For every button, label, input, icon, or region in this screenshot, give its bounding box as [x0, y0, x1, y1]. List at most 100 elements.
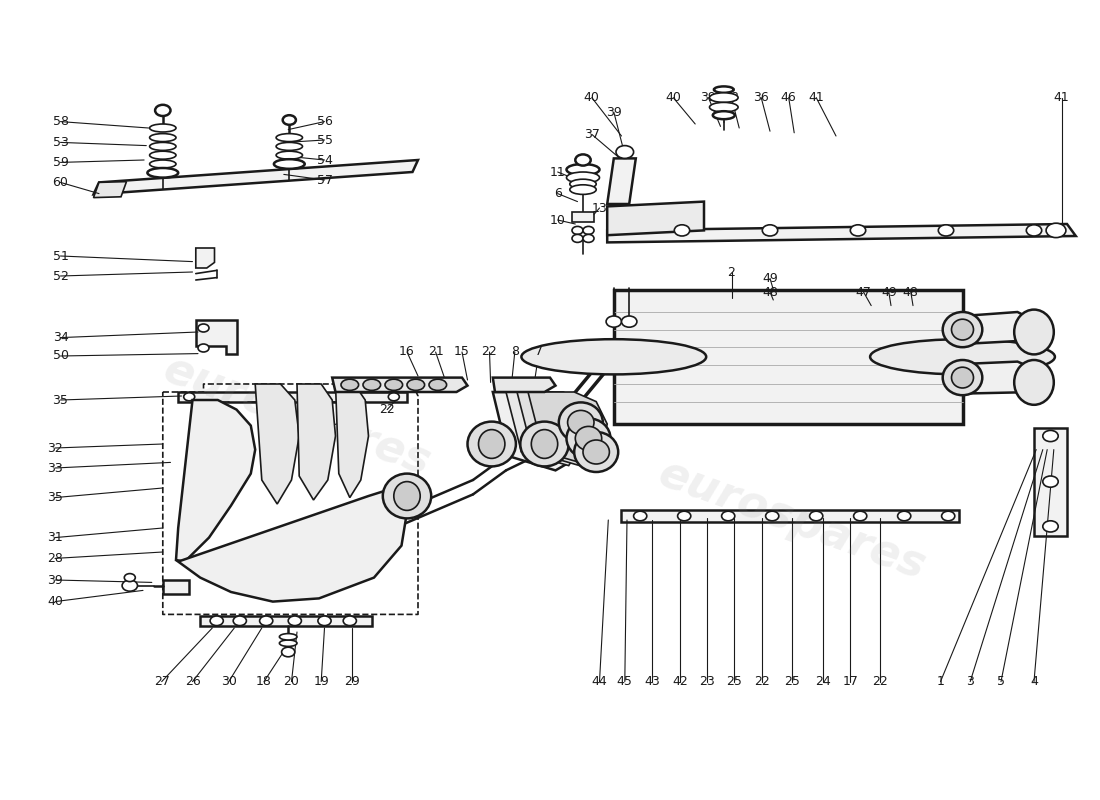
- Circle shape: [572, 226, 583, 234]
- Text: 43: 43: [645, 675, 660, 688]
- Polygon shape: [614, 290, 962, 424]
- Text: 32: 32: [47, 442, 63, 454]
- Text: 31: 31: [47, 531, 63, 544]
- Text: 47: 47: [856, 286, 871, 298]
- Text: 58: 58: [53, 115, 68, 128]
- Text: 39: 39: [701, 91, 716, 104]
- Polygon shape: [506, 392, 585, 466]
- Text: 38: 38: [724, 91, 739, 104]
- Circle shape: [1043, 476, 1058, 487]
- Ellipse shape: [150, 142, 176, 150]
- Ellipse shape: [394, 482, 420, 510]
- Text: 29: 29: [344, 675, 360, 688]
- Text: 25: 25: [726, 675, 741, 688]
- Polygon shape: [176, 400, 255, 562]
- Text: 39: 39: [606, 106, 621, 118]
- Circle shape: [318, 616, 331, 626]
- Ellipse shape: [566, 418, 610, 458]
- Text: 49: 49: [881, 286, 896, 298]
- Text: 7: 7: [535, 346, 543, 358]
- Ellipse shape: [276, 134, 303, 142]
- Circle shape: [260, 616, 273, 626]
- Text: 23: 23: [700, 675, 715, 688]
- Ellipse shape: [1014, 360, 1054, 405]
- Polygon shape: [200, 616, 372, 626]
- Text: 35: 35: [47, 491, 63, 504]
- Circle shape: [122, 580, 138, 591]
- Polygon shape: [493, 378, 556, 392]
- Ellipse shape: [407, 379, 425, 390]
- Text: 41: 41: [808, 91, 824, 104]
- Circle shape: [621, 316, 637, 327]
- Polygon shape: [178, 392, 407, 402]
- Text: 55: 55: [317, 134, 332, 146]
- Ellipse shape: [279, 634, 297, 640]
- Ellipse shape: [713, 111, 735, 119]
- Circle shape: [155, 105, 170, 116]
- Ellipse shape: [559, 402, 603, 442]
- Ellipse shape: [870, 339, 1055, 374]
- Circle shape: [1026, 225, 1042, 236]
- Text: 26: 26: [185, 675, 200, 688]
- Text: 21: 21: [428, 346, 443, 358]
- Text: 44: 44: [592, 675, 607, 688]
- Text: 19: 19: [314, 675, 329, 688]
- Text: 22: 22: [482, 346, 497, 358]
- Text: 51: 51: [53, 250, 68, 262]
- Circle shape: [282, 647, 295, 657]
- Circle shape: [583, 234, 594, 242]
- Text: 59: 59: [53, 156, 68, 169]
- Text: 22: 22: [872, 675, 888, 688]
- Polygon shape: [94, 182, 126, 198]
- Text: 34: 34: [53, 331, 68, 344]
- Ellipse shape: [521, 339, 706, 374]
- Text: 20: 20: [284, 675, 299, 688]
- Ellipse shape: [274, 159, 305, 169]
- Text: 48: 48: [903, 286, 918, 298]
- Circle shape: [1043, 521, 1058, 532]
- Text: 41: 41: [1054, 91, 1069, 104]
- Text: 49: 49: [762, 272, 778, 285]
- Text: 27: 27: [154, 675, 169, 688]
- Circle shape: [124, 574, 135, 582]
- Text: 17: 17: [843, 675, 858, 688]
- Polygon shape: [1034, 428, 1067, 536]
- Circle shape: [288, 616, 301, 626]
- Polygon shape: [572, 212, 594, 222]
- Text: 42: 42: [672, 675, 688, 688]
- Text: 50: 50: [53, 350, 68, 362]
- Ellipse shape: [583, 440, 609, 464]
- Text: 48: 48: [762, 286, 778, 298]
- Ellipse shape: [150, 134, 176, 142]
- Ellipse shape: [710, 93, 738, 102]
- Circle shape: [634, 511, 647, 521]
- Text: 39: 39: [47, 574, 63, 586]
- Circle shape: [810, 511, 823, 521]
- Ellipse shape: [531, 430, 558, 458]
- Text: 46: 46: [781, 91, 796, 104]
- Circle shape: [1046, 223, 1066, 238]
- Text: 1: 1: [936, 675, 945, 688]
- Polygon shape: [196, 320, 236, 354]
- Circle shape: [762, 225, 778, 236]
- Text: 9: 9: [636, 222, 645, 234]
- Ellipse shape: [150, 160, 176, 168]
- Circle shape: [678, 511, 691, 521]
- Text: 10: 10: [550, 214, 565, 226]
- Polygon shape: [621, 510, 959, 522]
- Circle shape: [343, 616, 356, 626]
- Ellipse shape: [150, 124, 176, 132]
- Polygon shape: [962, 312, 1036, 344]
- Ellipse shape: [363, 379, 381, 390]
- Circle shape: [388, 393, 399, 401]
- Ellipse shape: [276, 142, 303, 150]
- Circle shape: [938, 225, 954, 236]
- Polygon shape: [962, 362, 1036, 394]
- Ellipse shape: [568, 410, 594, 434]
- Circle shape: [616, 146, 634, 158]
- Text: eurospares: eurospares: [157, 348, 437, 484]
- Polygon shape: [336, 384, 368, 498]
- Ellipse shape: [429, 379, 447, 390]
- Text: 60: 60: [53, 176, 68, 189]
- Circle shape: [854, 511, 867, 521]
